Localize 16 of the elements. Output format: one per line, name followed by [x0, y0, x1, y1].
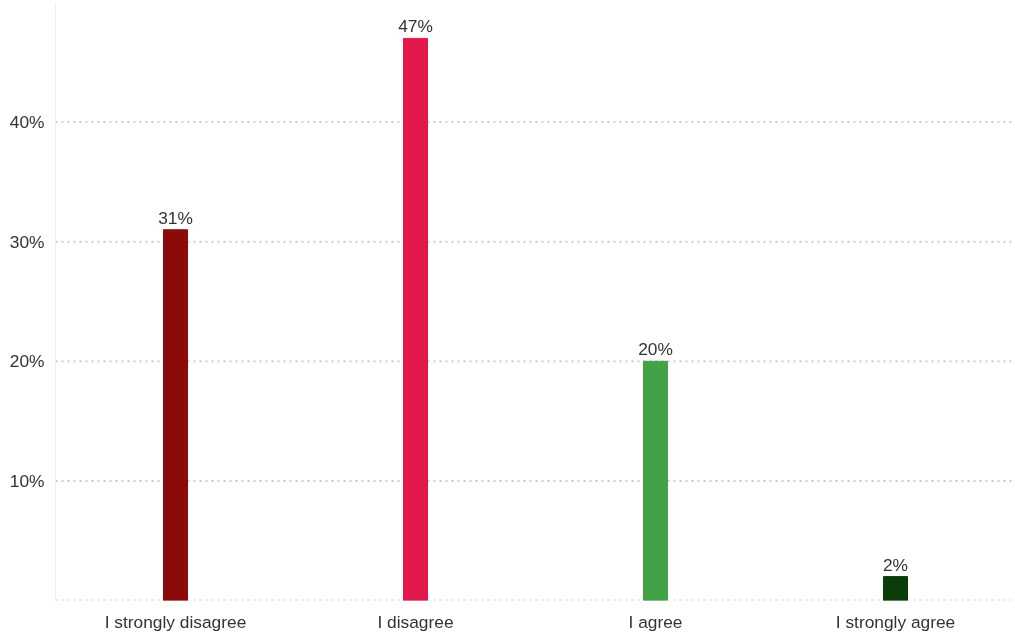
- y-tick-label: 20%: [9, 351, 45, 372]
- bar: [403, 37, 428, 601]
- data-label: 31%: [158, 207, 193, 228]
- x-tick-label: I strongly agree: [835, 611, 956, 632]
- bar: [643, 360, 668, 601]
- y-tick-label: 40%: [9, 112, 45, 133]
- x-tick-label: I strongly disagree: [104, 611, 247, 632]
- bar: [163, 229, 188, 601]
- data-label: 47%: [398, 16, 433, 37]
- y-tick-label: 30%: [9, 231, 45, 252]
- y-tick-label: 10%: [9, 470, 45, 491]
- data-label: 20%: [638, 339, 673, 360]
- data-label: 2%: [882, 554, 909, 575]
- x-tick-label: I agree: [628, 611, 683, 632]
- bar: [883, 576, 908, 601]
- x-tick-label: I disagree: [377, 611, 454, 632]
